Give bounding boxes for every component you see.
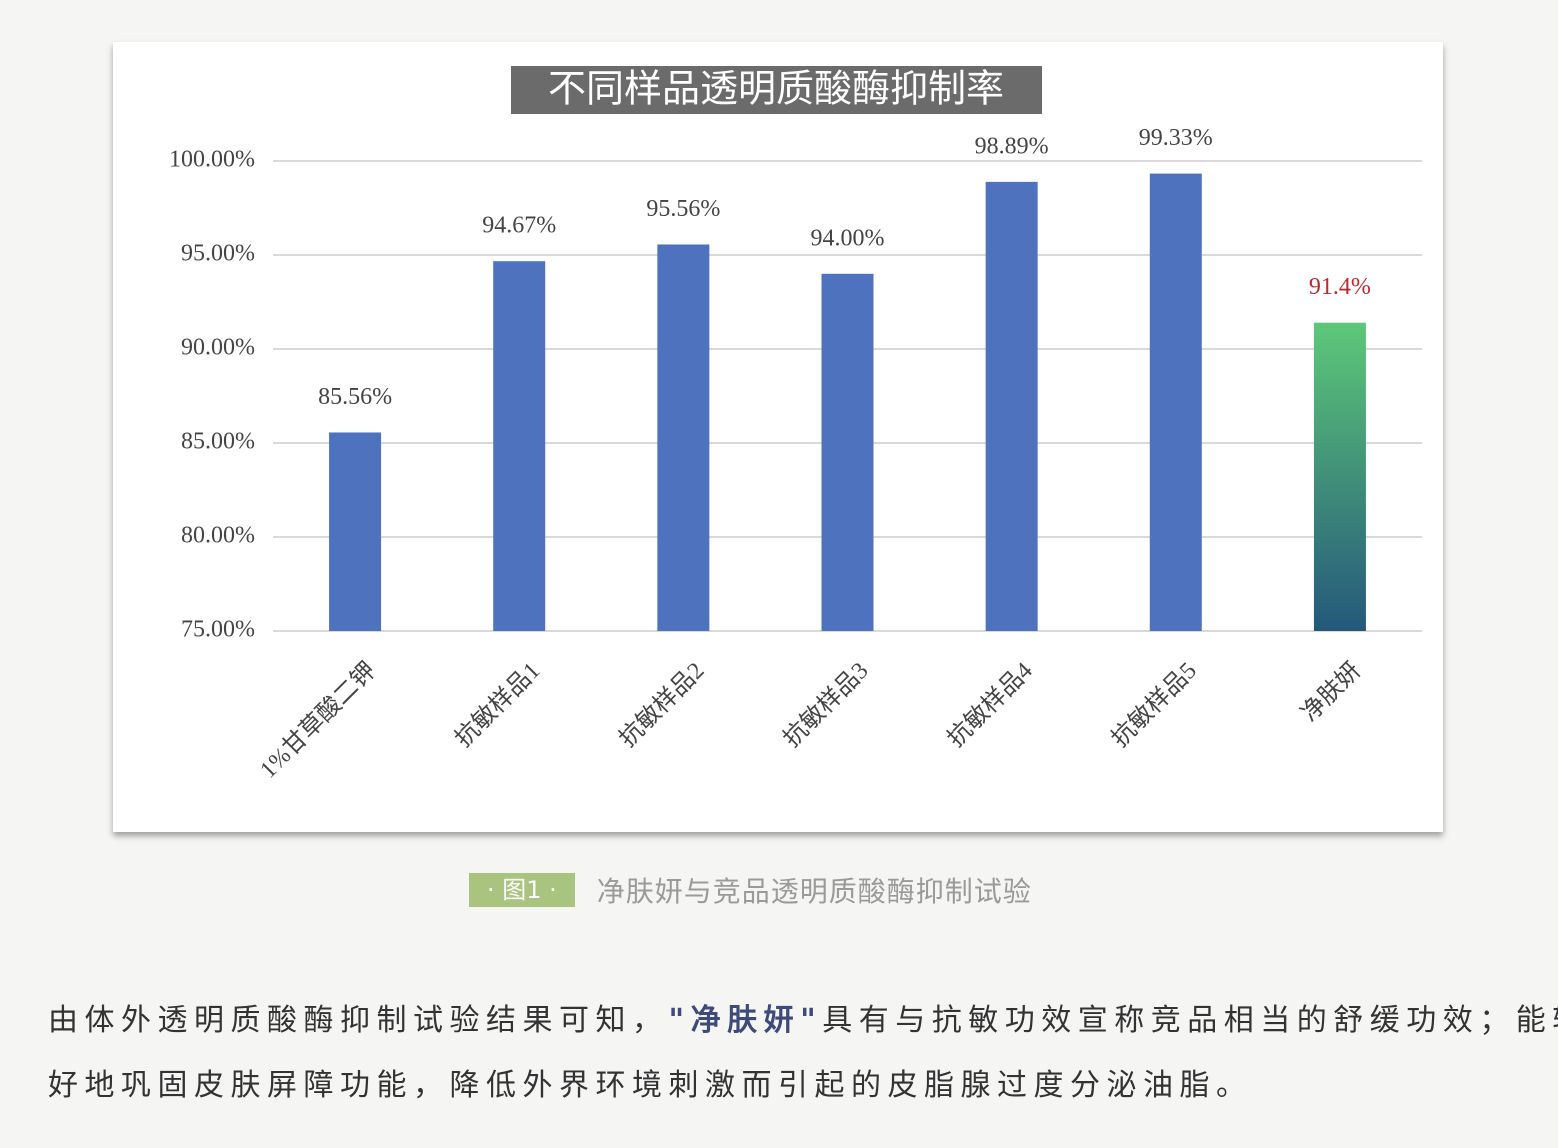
y-tick-label: 75.00%	[181, 617, 255, 643]
bar	[1313, 322, 1366, 631]
bar	[821, 273, 874, 631]
value-label: 94.00%	[811, 225, 885, 251]
x-tick-label: 抗敏样品3	[778, 657, 873, 752]
x-tick-label: 抗敏样品1	[450, 657, 545, 752]
bar	[985, 181, 1038, 632]
text: 好地巩固皮肤屏障功能，降低外界环境刺激而引起的皮脂腺过度分泌油脂。	[48, 1068, 1253, 1103]
highlight: "净肤妍"	[668, 1003, 823, 1038]
y-tick-label: 95.00%	[181, 241, 255, 267]
caption-tag: · 图1 ·	[469, 873, 575, 907]
y-tick-label: 100.00%	[169, 147, 255, 173]
x-tick-label: 抗敏样品4	[942, 657, 1037, 752]
bar	[1149, 173, 1202, 631]
paragraph-line: 由体外透明质酸酶抑制试验结果可知，"净肤妍"具有与抗敏功效宣称竞品相当的舒缓功效…	[48, 995, 1558, 1039]
value-label: 98.89%	[975, 133, 1049, 159]
x-tick-label: 1%甘草酸二钾	[255, 657, 382, 784]
bar	[329, 432, 382, 631]
chart-title: 不同样品透明质酸酶抑制率	[548, 67, 1004, 111]
y-tick-label: 85.00%	[181, 429, 255, 455]
caption-text: 净肤妍与竞品透明质酸酶抑制试验	[596, 875, 1032, 908]
value-label: 95.56%	[646, 196, 720, 222]
text: 由体外透明质酸酶抑制试验结果可知，	[48, 1003, 669, 1038]
y-tick-label: 90.00%	[181, 335, 255, 361]
title-background	[511, 66, 1042, 114]
x-tick-label: 抗敏样品5	[1106, 657, 1201, 752]
text: 具有与抗敏功效宣称竞品相当的舒缓功效；能较	[822, 1003, 1558, 1038]
value-label: 85.56%	[318, 384, 392, 410]
caption: · 图1 · 净肤妍与竞品透明质酸酶抑制试验	[469, 873, 1032, 908]
bar	[493, 261, 546, 631]
value-label: 94.67%	[482, 213, 556, 239]
paragraph-line: 好地巩固皮肤屏障功能，降低外界环境刺激而引起的皮脂腺过度分泌油脂。	[48, 1060, 1253, 1104]
x-tick-label: 抗敏样品2	[614, 657, 709, 752]
value-label: 99.33%	[1139, 125, 1213, 151]
y-tick-label: 80.00%	[181, 523, 255, 549]
bar	[657, 244, 710, 632]
x-tick-label: 净肤妍	[1296, 657, 1366, 727]
value-label: 91.4%	[1309, 274, 1371, 300]
